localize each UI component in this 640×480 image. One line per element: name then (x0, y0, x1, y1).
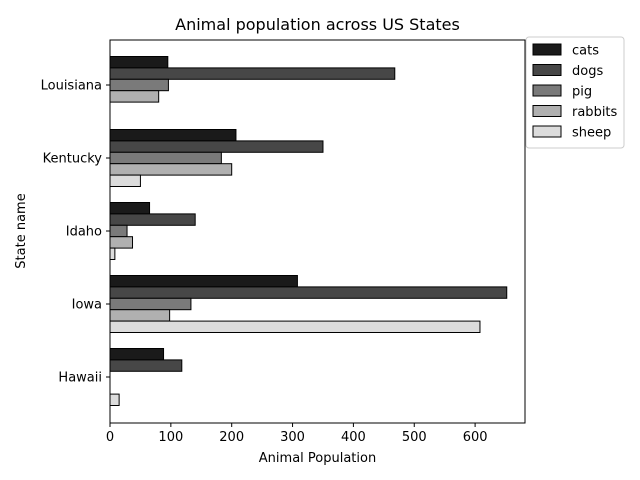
y-tick-label: Kentucky (43, 152, 103, 167)
bar-cats-hawaii (109, 348, 165, 361)
x-axis: 0 100 200 300 400 500 600 (106, 423, 488, 445)
legend-swatch-cats (532, 43, 562, 56)
bar-cats-idaho (109, 202, 151, 215)
bar-dogs-louisiana (109, 67, 396, 80)
legend: cats dogs pig rabbits sheep (525, 36, 625, 149)
bar-cats-iowa (109, 275, 298, 288)
chart-title: Animal population across US States (175, 15, 460, 34)
x-tick-label: 400 (341, 430, 366, 445)
bar-pig-iowa (109, 297, 192, 311)
legend-swatch-dogs (532, 64, 562, 76)
x-axis-label: Animal Population (259, 451, 376, 466)
bar-pig-louisiana (109, 78, 169, 92)
y-tick-label: Louisiana (41, 79, 102, 94)
x-tick-label: 600 (463, 430, 488, 445)
bars-group (109, 56, 508, 407)
bar-sheep-idaho (109, 247, 116, 261)
legend-swatch-rabbits (532, 105, 562, 117)
legend-label-sheep: sheep (572, 126, 611, 141)
legend-swatch-pig (532, 84, 562, 97)
legend-label-cats: cats (572, 44, 599, 59)
bar-dogs-kentucky (109, 140, 324, 153)
legend-label-rabbits: rabbits (572, 105, 618, 120)
bar-sheep-kentucky (109, 174, 141, 188)
bar-dogs-hawaii (109, 359, 183, 372)
y-axis: Louisiana Kentucky Idaho Iowa Hawaii (41, 79, 110, 386)
legend-label-pig: pig (572, 85, 592, 100)
bar-dogs-iowa (109, 286, 508, 299)
bar-rabbits-louisiana (109, 90, 160, 103)
y-tick-label: Iowa (72, 298, 102, 313)
bar-dogs-idaho (109, 213, 196, 226)
x-tick-label: 100 (158, 430, 183, 445)
bar-cats-kentucky (109, 129, 237, 142)
y-tick-label: Hawaii (58, 371, 102, 386)
legend-swatch-sheep (532, 125, 562, 138)
x-tick-label: 200 (219, 430, 244, 445)
bar-rabbits-iowa (109, 309, 171, 322)
bar-sheep-hawaii (109, 393, 120, 407)
bar-rabbits-kentucky (109, 163, 233, 176)
bar-pig-kentucky (109, 151, 222, 165)
x-tick-label: 0 (106, 430, 114, 445)
bar-cats-louisiana (109, 56, 169, 69)
y-axis-label: State name (14, 193, 29, 268)
bar-sheep-iowa (109, 320, 481, 334)
bar-pig-idaho (109, 224, 128, 238)
x-tick-label: 300 (280, 430, 305, 445)
x-tick-label: 500 (402, 430, 427, 445)
legend-label-dogs: dogs (572, 64, 603, 79)
bar-rabbits-idaho (109, 236, 134, 249)
y-tick-label: Idaho (66, 225, 102, 240)
